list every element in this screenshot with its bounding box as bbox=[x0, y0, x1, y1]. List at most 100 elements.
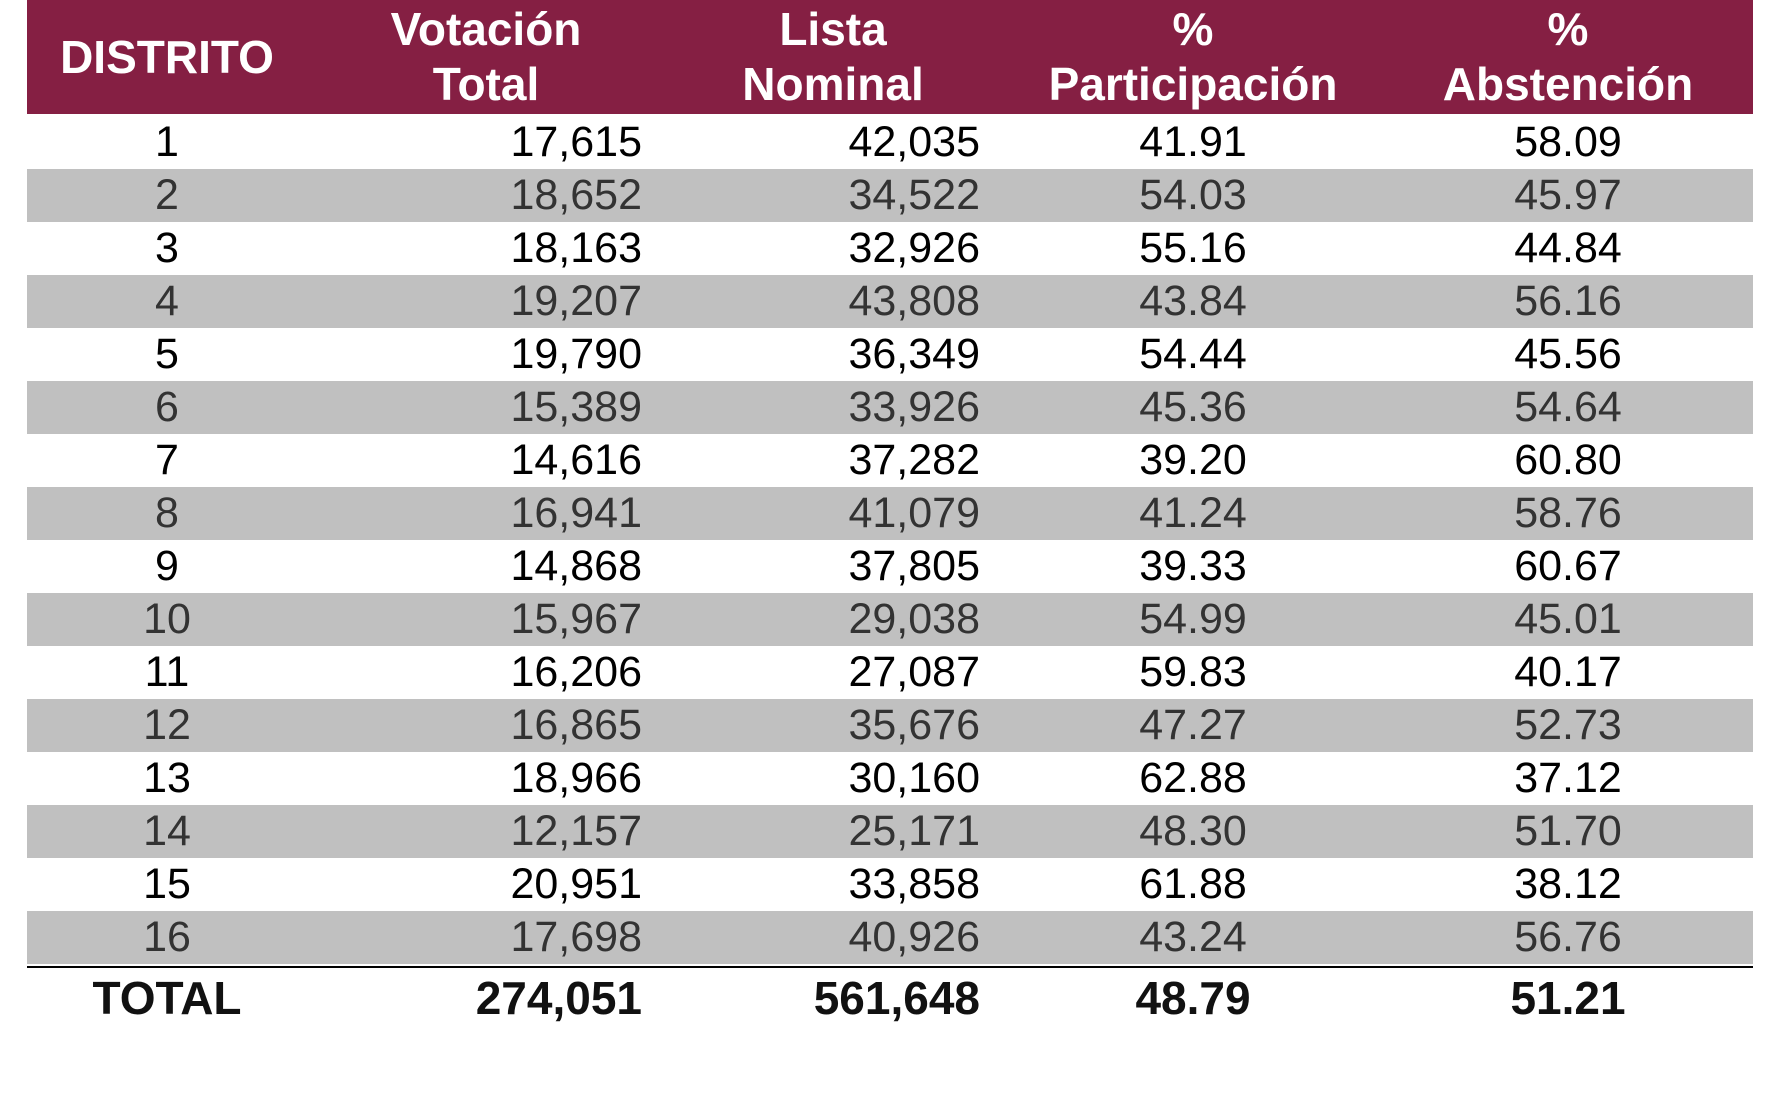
data-cell: 61.88 bbox=[1139, 860, 1247, 908]
row-band bbox=[27, 593, 1753, 646]
data-cell: 41.24 bbox=[1139, 489, 1247, 537]
data-cell: 45.01 bbox=[1514, 595, 1622, 643]
data-cell: 27,087 bbox=[848, 648, 980, 696]
data-cell: 40.17 bbox=[1514, 648, 1622, 696]
total-rule bbox=[27, 966, 1753, 968]
data-cell: 56.16 bbox=[1514, 277, 1622, 325]
district-cell: 1 bbox=[155, 118, 179, 166]
data-cell: 48.30 bbox=[1139, 807, 1247, 855]
row-band bbox=[27, 805, 1753, 858]
total-label: TOTAL bbox=[92, 972, 242, 1024]
data-cell: 15,967 bbox=[510, 595, 642, 643]
district-cell: 14 bbox=[143, 807, 191, 855]
data-cell: 55.16 bbox=[1139, 224, 1247, 272]
district-cell: 10 bbox=[143, 595, 191, 643]
data-cell: 56.76 bbox=[1514, 913, 1622, 961]
data-cell: 18,163 bbox=[510, 224, 642, 272]
data-cell: 25,171 bbox=[848, 807, 980, 855]
district-cell: 2 bbox=[155, 171, 179, 219]
data-cell: 38.12 bbox=[1514, 860, 1622, 908]
district-cell: 12 bbox=[143, 701, 191, 749]
data-cell: 15,389 bbox=[510, 383, 642, 431]
data-cell: 47.27 bbox=[1139, 701, 1247, 749]
data-cell: 45.36 bbox=[1139, 383, 1247, 431]
row-band bbox=[27, 169, 1753, 222]
data-cell: 18,966 bbox=[510, 754, 642, 802]
data-cell: 37,282 bbox=[848, 436, 980, 484]
data-cell: 54.44 bbox=[1139, 330, 1247, 378]
data-cell: 30,160 bbox=[848, 754, 980, 802]
column-header: % Abstención bbox=[1442, 3, 1694, 110]
data-cell: 52.73 bbox=[1514, 701, 1622, 749]
row-band bbox=[27, 911, 1753, 964]
total-cell: 561,648 bbox=[813, 972, 980, 1024]
data-cell: 54.99 bbox=[1139, 595, 1247, 643]
row-band bbox=[27, 699, 1753, 752]
data-cell: 33,926 bbox=[848, 383, 980, 431]
data-cell: 12,157 bbox=[510, 807, 642, 855]
data-cell: 16,941 bbox=[510, 489, 642, 537]
data-cell: 42,035 bbox=[848, 118, 980, 166]
data-cell: 39.20 bbox=[1139, 436, 1247, 484]
data-cell: 41,079 bbox=[848, 489, 980, 537]
header-band bbox=[27, 0, 1753, 114]
data-cell: 20,951 bbox=[510, 860, 642, 908]
data-cell: 16,865 bbox=[510, 701, 642, 749]
data-cell: 43.24 bbox=[1139, 913, 1247, 961]
district-cell: 6 bbox=[155, 383, 179, 431]
district-cell: 5 bbox=[155, 330, 179, 378]
data-cell: 40,926 bbox=[848, 913, 980, 961]
data-cell: 45.97 bbox=[1514, 171, 1622, 219]
data-cell: 19,207 bbox=[510, 277, 642, 325]
data-cell: 41.91 bbox=[1139, 118, 1247, 166]
column-header: Lista Nominal bbox=[742, 3, 924, 110]
data-cell: 36,349 bbox=[848, 330, 980, 378]
data-cell: 39.33 bbox=[1139, 542, 1247, 590]
district-cell: 11 bbox=[144, 648, 190, 696]
total-cell: 274,051 bbox=[475, 972, 642, 1024]
data-cell: 51.70 bbox=[1514, 807, 1622, 855]
total-cell: 51.21 bbox=[1510, 972, 1626, 1024]
data-cell: 14,616 bbox=[510, 436, 642, 484]
column-header: % Participación bbox=[1048, 3, 1338, 110]
data-cell: 16,206 bbox=[510, 648, 642, 696]
district-cell: 9 bbox=[155, 542, 179, 590]
data-cell: 60.80 bbox=[1514, 436, 1622, 484]
data-cell: 17,615 bbox=[510, 118, 642, 166]
district-cell: 4 bbox=[155, 277, 179, 325]
district-cell: 16 bbox=[143, 913, 191, 961]
data-cell: 32,926 bbox=[848, 224, 980, 272]
data-cell: 17,698 bbox=[510, 913, 642, 961]
data-cell: 37.12 bbox=[1514, 754, 1622, 802]
district-cell: 3 bbox=[155, 224, 179, 272]
data-cell: 34,522 bbox=[848, 171, 980, 219]
data-cell: 37,805 bbox=[848, 542, 980, 590]
column-header: DISTRITO bbox=[60, 30, 274, 83]
district-cell: 13 bbox=[143, 754, 191, 802]
total-cell: 48.79 bbox=[1135, 972, 1251, 1024]
district-cell: 15 bbox=[143, 860, 191, 908]
column-header: Votación Total bbox=[390, 3, 582, 110]
data-cell: 43,808 bbox=[848, 277, 980, 325]
data-cell: 14,868 bbox=[510, 542, 642, 590]
data-cell: 44.84 bbox=[1514, 224, 1622, 272]
row-band bbox=[27, 487, 1753, 540]
data-cell: 58.09 bbox=[1514, 118, 1622, 166]
data-cell: 29,038 bbox=[848, 595, 980, 643]
data-cell: 19,790 bbox=[510, 330, 642, 378]
data-cell: 54.64 bbox=[1514, 383, 1622, 431]
data-cell: 33,858 bbox=[848, 860, 980, 908]
district-cell: 8 bbox=[155, 489, 179, 537]
row-band bbox=[27, 275, 1753, 328]
data-cell: 35,676 bbox=[848, 701, 980, 749]
data-cell: 59.83 bbox=[1139, 648, 1247, 696]
data-cell: 62.88 bbox=[1139, 754, 1247, 802]
data-cell: 45.56 bbox=[1514, 330, 1622, 378]
data-cell: 58.76 bbox=[1514, 489, 1622, 537]
data-cell: 18,652 bbox=[510, 171, 642, 219]
row-band bbox=[27, 381, 1753, 434]
data-cell: 43.84 bbox=[1139, 277, 1247, 325]
data-cell: 60.67 bbox=[1514, 542, 1622, 590]
district-cell: 7 bbox=[155, 436, 179, 484]
